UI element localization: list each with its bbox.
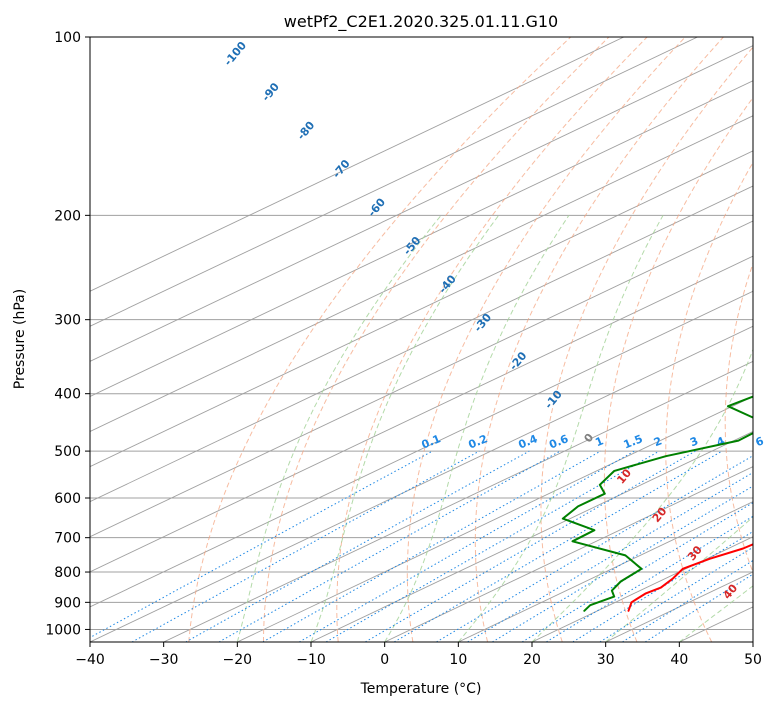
y-tick-label: 800 <box>54 565 81 581</box>
y-tick-label: 600 <box>54 491 81 507</box>
y-tick-label: 1000 <box>45 622 81 638</box>
x-tick-label: 30 <box>597 652 615 668</box>
x-tick-label: 20 <box>523 652 541 668</box>
y-tick-label: 900 <box>54 595 81 611</box>
x-tick-label: 10 <box>449 652 467 668</box>
x-tick-label: −40 <box>75 652 105 668</box>
x-tick-label: −10 <box>296 652 326 668</box>
y-tick-label: 200 <box>54 208 81 224</box>
x-axis-label: Temperature (°C) <box>360 681 482 697</box>
x-tick-label: 50 <box>744 652 762 668</box>
x-tick-label: 0 <box>380 652 389 668</box>
y-tick-label: 400 <box>54 387 81 403</box>
y-axis-label: Pressure (hPa) <box>12 289 28 389</box>
chart-title: wetPf2_C2E1.2020.325.01.11.G10 <box>284 12 558 32</box>
x-tick-label: −20 <box>223 652 253 668</box>
y-tick-label: 300 <box>54 313 81 329</box>
x-tick-label: 40 <box>670 652 688 668</box>
y-tick-label: 700 <box>54 531 81 547</box>
y-tick-label: 500 <box>54 444 81 460</box>
x-tick-label: −30 <box>149 652 179 668</box>
y-tick-label: 100 <box>54 30 81 46</box>
